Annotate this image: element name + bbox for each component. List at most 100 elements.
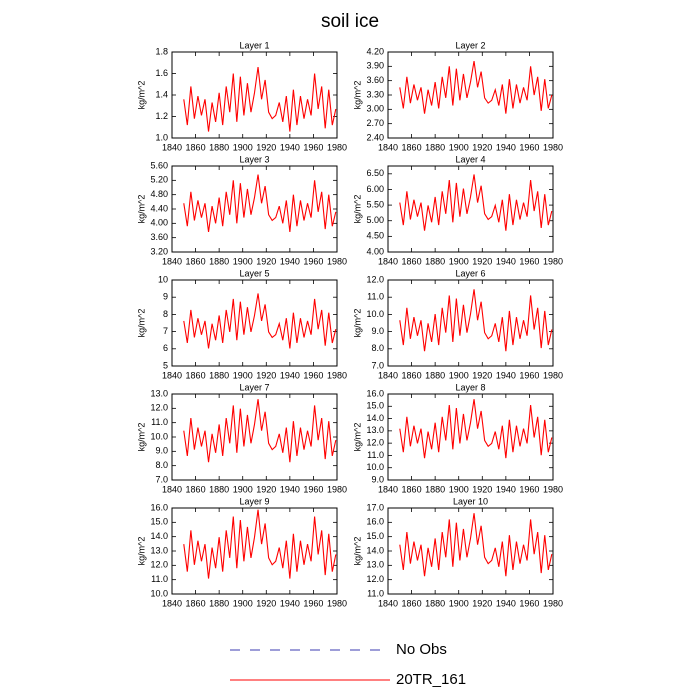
y-tick-label: 11.0 xyxy=(367,292,384,302)
x-tick-label: 1880 xyxy=(425,370,445,380)
x-tick-label: 1940 xyxy=(280,370,300,380)
y-tick-label: 6.00 xyxy=(366,184,384,194)
y-tick-label: 10 xyxy=(158,274,168,284)
y-tick-label: 12.0 xyxy=(366,274,384,284)
plot-frame xyxy=(387,279,554,367)
y-tick-label: 3.60 xyxy=(366,75,384,85)
x-tick-label: 1880 xyxy=(209,484,229,494)
x-tick-label: 1960 xyxy=(519,142,539,152)
x-tick-label: 1840 xyxy=(162,598,182,608)
x-tick-label: 1860 xyxy=(402,370,422,380)
y-tick-label: 4.40 xyxy=(150,203,168,213)
y-tick-label: 12.0 xyxy=(366,574,384,584)
y-tick-label: 4.00 xyxy=(366,246,384,256)
y-tick-label: 14.0 xyxy=(366,413,384,423)
panel-title: Layer 8 xyxy=(455,382,485,392)
y-tick-label: 3.90 xyxy=(366,61,384,71)
y-tick-label: 3.60 xyxy=(150,232,168,242)
x-tick-label: 1840 xyxy=(378,484,398,494)
y-tick-label: 14.0 xyxy=(150,531,168,541)
y-tick-label: 8 xyxy=(163,309,168,319)
x-tick-label: 1860 xyxy=(186,484,206,494)
y-tick-label: 1.4 xyxy=(155,89,168,99)
panel-title: Layer 4 xyxy=(455,154,485,164)
x-tick-label: 1840 xyxy=(162,256,182,266)
legend-label: 20TR_161 xyxy=(396,671,466,688)
panel-title: Layer 10 xyxy=(453,496,488,506)
y-tick-label: 5.20 xyxy=(150,175,168,185)
y-tick-label: 13.0 xyxy=(366,560,384,570)
x-tick-label: 1880 xyxy=(425,256,445,266)
y-tick-label: 2.70 xyxy=(366,118,384,128)
x-tick-label: 1920 xyxy=(472,370,492,380)
x-tick-label: 1900 xyxy=(233,484,253,494)
y-axis-label: kg/m^2 xyxy=(136,537,146,566)
x-tick-label: 1940 xyxy=(496,256,516,266)
panel-title: Layer 7 xyxy=(239,382,269,392)
y-tick-label: 10.0 xyxy=(150,588,168,598)
x-tick-label: 1880 xyxy=(209,142,229,152)
y-tick-label: 8.0 xyxy=(155,460,168,470)
data-line xyxy=(183,174,337,233)
y-axis-label: kg/m^2 xyxy=(136,423,146,452)
x-tick-label: 1920 xyxy=(256,370,276,380)
x-tick-label: 1840 xyxy=(162,484,182,494)
y-tick-label: 3.30 xyxy=(366,89,384,99)
x-tick-label: 1840 xyxy=(162,142,182,152)
x-tick-label: 1880 xyxy=(209,370,229,380)
y-tick-label: 6.50 xyxy=(366,168,384,178)
x-tick-label: 1860 xyxy=(186,598,206,608)
x-tick-label: 1880 xyxy=(425,142,445,152)
y-tick-label: 3.00 xyxy=(366,104,384,114)
y-axis-label: kg/m^2 xyxy=(136,195,146,224)
y-tick-label: 3.20 xyxy=(150,246,168,256)
x-tick-label: 1860 xyxy=(402,598,422,608)
x-tick-label: 1880 xyxy=(425,484,445,494)
y-tick-label: 10.0 xyxy=(366,309,384,319)
x-tick-label: 1920 xyxy=(256,598,276,608)
y-axis-label: kg/m^2 xyxy=(352,309,362,338)
x-tick-label: 1960 xyxy=(519,484,539,494)
x-tick-label: 1860 xyxy=(186,142,206,152)
plot-frame xyxy=(387,393,554,481)
y-tick-label: 5.00 xyxy=(366,215,384,225)
x-tick-label: 1840 xyxy=(378,598,398,608)
x-tick-label: 1940 xyxy=(280,142,300,152)
x-tick-label: 1880 xyxy=(209,598,229,608)
y-tick-label: 11.0 xyxy=(151,574,168,584)
y-tick-label: 12.0 xyxy=(150,403,168,413)
x-tick-label: 1920 xyxy=(256,142,276,152)
x-tick-label: 1980 xyxy=(327,598,347,608)
y-tick-label: 1.6 xyxy=(155,68,168,78)
x-tick-label: 1860 xyxy=(402,142,422,152)
x-tick-label: 1920 xyxy=(472,256,492,266)
y-tick-label: 9.0 xyxy=(371,326,384,336)
x-tick-label: 1860 xyxy=(402,256,422,266)
x-tick-label: 1860 xyxy=(402,484,422,494)
y-axis-label: kg/m^2 xyxy=(136,309,146,338)
y-tick-label: 1.0 xyxy=(155,132,168,142)
x-tick-label: 1960 xyxy=(303,370,323,380)
x-tick-label: 1960 xyxy=(303,142,323,152)
x-tick-label: 1920 xyxy=(472,598,492,608)
x-tick-label: 1920 xyxy=(472,142,492,152)
y-tick-label: 15.0 xyxy=(366,531,384,541)
x-tick-label: 1840 xyxy=(378,142,398,152)
y-tick-label: 16.0 xyxy=(366,517,384,527)
y-tick-label: 6 xyxy=(163,343,168,353)
data-line xyxy=(399,289,553,352)
x-tick-label: 1840 xyxy=(378,256,398,266)
y-tick-label: 10.0 xyxy=(366,462,384,472)
panel-title: Layer 1 xyxy=(239,40,269,50)
plot-frame xyxy=(171,507,338,595)
x-tick-label: 1960 xyxy=(519,370,539,380)
x-tick-label: 1980 xyxy=(327,142,347,152)
panel-title: Layer 2 xyxy=(455,40,485,50)
y-tick-label: 12.0 xyxy=(366,438,384,448)
x-tick-label: 1900 xyxy=(449,142,469,152)
x-tick-label: 1900 xyxy=(449,370,469,380)
legend-label: No Obs xyxy=(396,641,447,658)
data-line xyxy=(183,399,337,463)
y-tick-label: 15.0 xyxy=(366,401,384,411)
x-tick-label: 1860 xyxy=(186,256,206,266)
